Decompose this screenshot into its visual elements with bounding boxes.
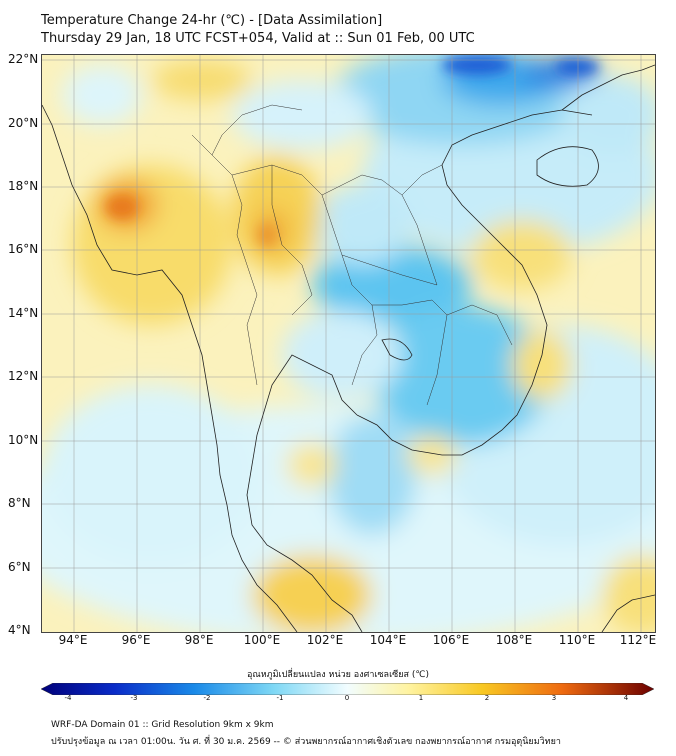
title-line-2: Thursday 29 Jan, 18 UTC FCST+054, Valid … [41, 31, 475, 46]
lat-label: 12°N [8, 369, 39, 383]
borders [191, 104, 513, 406]
footer-model-info: WRF-DA Domain 01 :: Grid Resolution 9km … [51, 720, 274, 730]
lon-label: 100°E [243, 633, 281, 647]
lon-label: 102°E [306, 633, 344, 647]
colorbar-tick: -3 [130, 694, 138, 702]
map-canvas [42, 55, 655, 632]
colorbar [40, 680, 655, 696]
colorbar-tick: 1 [418, 694, 424, 702]
lon-label: 94°E [58, 633, 88, 647]
colorbar-tick: 0 [344, 694, 350, 702]
lon-label: 112°E [619, 633, 657, 647]
lon-label: 106°E [432, 633, 470, 647]
graticule [42, 55, 655, 632]
colorbar-tick: 3 [551, 694, 557, 702]
lon-label: 110°E [558, 633, 596, 647]
title-line-1: Temperature Change 24-hr (℃) - [Data Ass… [41, 13, 383, 28]
coastlines [42, 64, 655, 632]
lat-label: 14°N [8, 306, 39, 320]
footer-credit: ปรับปรุงข้อมูล ณ เวลา 01:00น. วัน ศ. ที่… [51, 737, 561, 747]
lat-label: 18°N [8, 179, 39, 193]
colorbar-tick: -2 [203, 694, 211, 702]
temperature-change-map [41, 54, 656, 633]
lat-label: 16°N [8, 242, 39, 256]
lat-label: 22°N [8, 52, 39, 66]
lon-label: 108°E [495, 633, 533, 647]
lat-label: 20°N [8, 116, 39, 130]
colorbar-title: อุณหภูมิเปลี่ยนแปลง หน่วย องศาเซลเซียส (… [246, 670, 430, 680]
lon-label: 104°E [369, 633, 407, 647]
lon-label: 98°E [184, 633, 214, 647]
map-title: Temperature Change 24-hr (℃) - [Data Ass… [41, 12, 475, 48]
colorbar-tick: -4 [64, 694, 72, 702]
lat-label: 10°N [8, 433, 39, 447]
colorbar-tick: 4 [623, 694, 629, 702]
lat-label: 8°N [8, 496, 31, 510]
colorbar-tick: 2 [484, 694, 490, 702]
lon-label: 96°E [121, 633, 151, 647]
colorbar-tick: -1 [276, 694, 284, 702]
lat-label: 4°N [8, 623, 31, 637]
lat-label: 6°N [8, 560, 31, 574]
